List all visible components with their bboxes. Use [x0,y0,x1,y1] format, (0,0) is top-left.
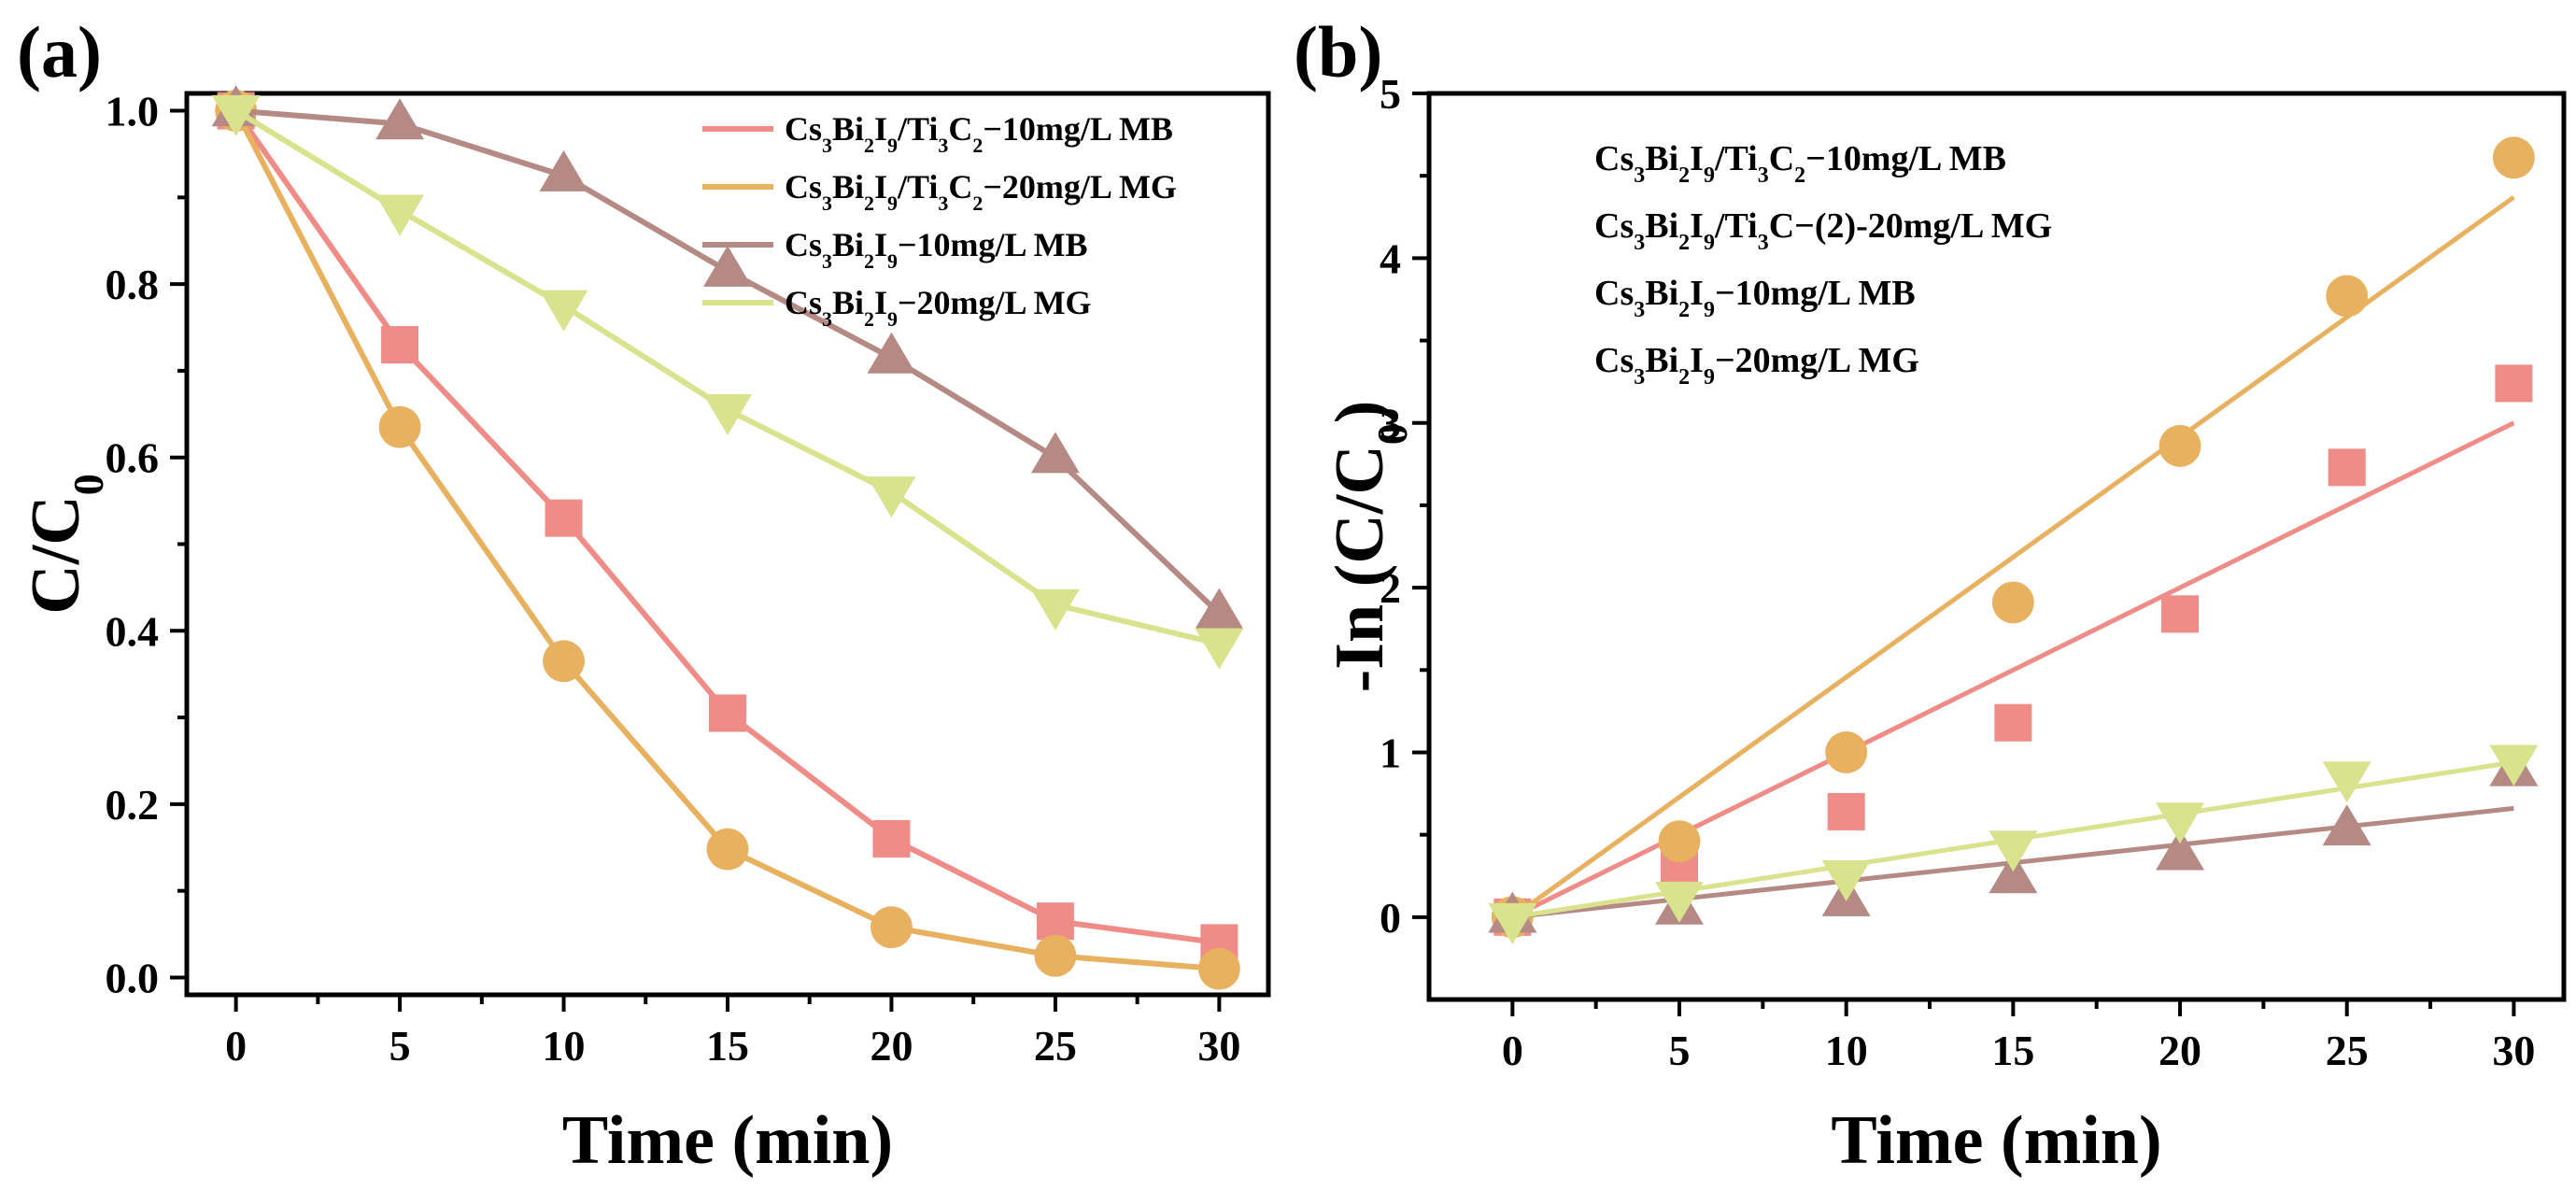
data-point [1030,588,1080,631]
x-tick-label: 20 [870,1022,913,1070]
panel-a: (a) 0 5 10 15 20 25 30 0.0 0.2 0.4 0.6 0.8 1.0 Time (m… [17,11,1271,1179]
data-point [870,906,913,949]
data-point [1034,934,1077,977]
x-tick-label: 10 [1825,1027,1868,1074]
data-point [867,476,916,518]
panel-label: (b) [1294,11,1382,92]
data-point [1488,902,1537,944]
data-point [545,499,583,537]
data-point [2492,136,2535,179]
data-point [543,640,585,683]
data-point [2495,364,2533,403]
legend-label: Cs3Bi2I9−10mg/L MB [1594,274,1916,322]
data-point [1197,947,1240,990]
y-axis-title: -In (C/C0) [1322,401,1416,693]
x-tick-label: 0 [1502,1027,1523,1074]
data-point [1030,432,1080,474]
legend-label: Cs3Bi2I9/Ti3C2−10mg/L MB [1594,139,2006,188]
y-tick-label: 0.0 [106,954,160,1001]
legend-label: Cs3Bi2I9−20mg/L MG [1594,341,1919,390]
data-point [2328,448,2366,487]
data-point [539,149,588,191]
legend-label: Cs3Bi2I9/Ti3C−(2)-20mg/L MG [1594,206,2052,255]
y-tick-label: 2 [1380,564,1401,612]
y-tick-label: 1.0 [106,88,160,135]
x-axis-title: Time (min) [1831,1102,2161,1179]
fit-line [1510,195,2515,919]
data-point [703,393,752,435]
data-point [703,245,752,287]
data-point [1655,881,1705,923]
data-point [867,332,916,374]
data-point [1827,792,1865,830]
data-point [2326,275,2369,318]
y-tick-label: 1 [1380,729,1401,776]
legend-label: Cs3Bi2I9/Ti3C2−20mg/L MG [785,168,1177,215]
data-point [1036,902,1074,941]
plot-frame [1426,91,2567,1002]
data-point [1821,860,1871,902]
x-tick-label: 30 [1197,1022,1240,1070]
y-tick-label: 0.2 [106,781,160,829]
legend-label: Cs3Bi2I9−20mg/L MG [785,284,1092,331]
y-tick-label: 0.4 [106,607,160,655]
x-axis-title: Time (min) [562,1102,893,1179]
data-point [211,94,261,136]
y-tick-label: 0 [1380,894,1401,942]
x-tick-label: 25 [2326,1027,2369,1074]
data-point [709,694,746,732]
y-tick-label: 4 [1380,234,1401,282]
data-point [1195,588,1244,630]
data-point [2322,804,2371,846]
x-tick-label: 5 [389,1022,411,1070]
y-tick-label: 0.6 [106,434,160,482]
y-tick-label: 0.8 [106,261,160,308]
data-point [872,819,911,858]
legend-label: Cs3Bi2I9−10mg/L MB [785,226,1088,273]
y-tick-label: 3 [1380,400,1401,447]
x-tick-label: 25 [1034,1022,1077,1070]
data-point [1195,628,1244,670]
data-point [378,405,421,448]
x-tick-label: 10 [543,1022,586,1070]
data-point [2156,802,2205,844]
panel-b: (b) 0 5 10 15 20 25 30 0 1 2 3 4 5 Time (min) -In (C/C0… [1294,11,2567,1179]
data-point [1825,731,1868,773]
panel-label: (a) [17,11,102,92]
data-point [381,326,419,364]
data-point [706,828,749,871]
x-tick-label: 0 [225,1022,247,1070]
data-point [1994,703,2032,742]
x-tick-label: 30 [2492,1027,2535,1074]
data-point [1989,852,2038,894]
data-point [1991,581,2034,624]
y-tick-label: 5 [1380,70,1401,118]
x-tick-label: 20 [2158,1027,2201,1074]
y-axis-title: C/C0 [18,474,112,614]
data-point [1989,830,2038,872]
data-point [2322,761,2371,803]
data-point [375,194,425,236]
data-point [2156,829,2205,871]
data-point [2161,595,2200,633]
legend-label: Cs3Bi2I9/Ti3C2−10mg/L MB [785,110,1173,157]
data-point [2158,425,2201,467]
data-point [1658,820,1701,863]
x-tick-label: 15 [1991,1027,2034,1074]
data-point [2489,744,2539,787]
x-tick-label: 15 [706,1022,749,1070]
data-point [539,290,588,332]
data-point [375,98,425,140]
x-tick-label: 5 [1669,1027,1691,1074]
